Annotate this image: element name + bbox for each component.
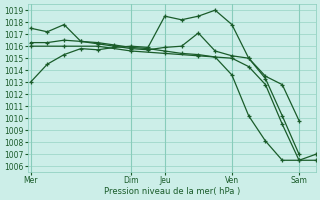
X-axis label: Pression niveau de la mer( hPa ): Pression niveau de la mer( hPa ) bbox=[104, 187, 240, 196]
